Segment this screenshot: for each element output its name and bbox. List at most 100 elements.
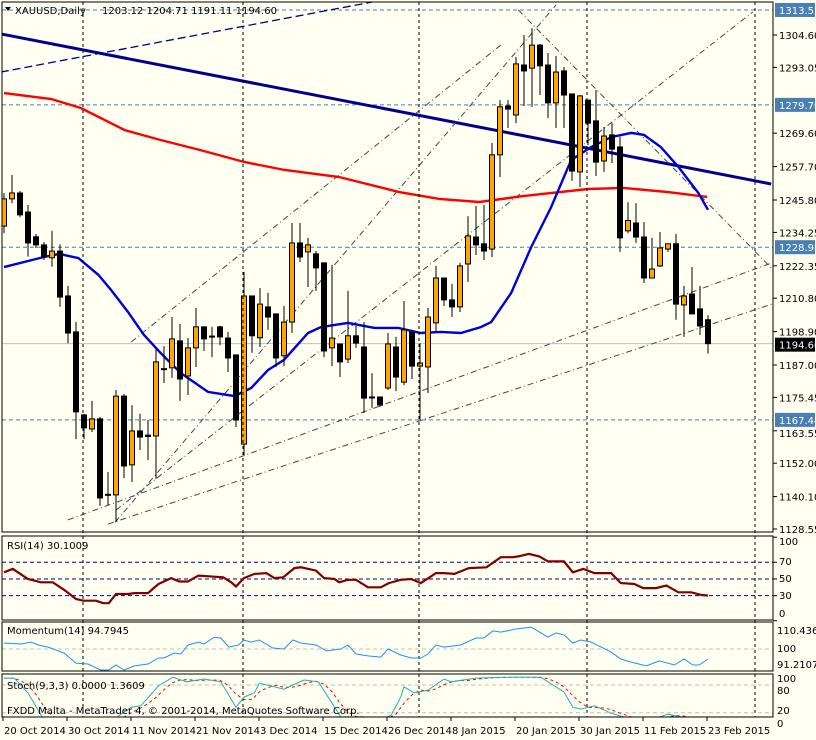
candle-body-bear bbox=[17, 192, 23, 216]
date-axis-label: 20 Jan 2015 bbox=[516, 726, 576, 737]
candle bbox=[201, 326, 207, 351]
candle-body-bull bbox=[489, 154, 495, 250]
current-price-badge bbox=[775, 337, 815, 352]
candle-body-bear bbox=[25, 211, 31, 244]
candle-body-bear bbox=[201, 326, 207, 340]
candle bbox=[225, 331, 231, 373]
price-axis-label: 1128.55 bbox=[779, 525, 816, 536]
candle bbox=[601, 127, 607, 172]
candle-body-bear bbox=[393, 346, 399, 378]
price-level-badge bbox=[775, 412, 815, 427]
candle-body-bull bbox=[49, 250, 55, 259]
candle-body-bear bbox=[57, 250, 63, 298]
candle-body-bull bbox=[289, 242, 295, 323]
candle bbox=[209, 326, 215, 358]
candle bbox=[241, 271, 247, 456]
candle-body-bear bbox=[561, 70, 567, 96]
candle-body-bear bbox=[545, 64, 551, 104]
rsi-axis-label: 0 bbox=[779, 609, 785, 620]
trendline-dashed bbox=[2, 2, 373, 73]
candle-body-bear bbox=[609, 134, 615, 150]
candle-body-bear bbox=[97, 418, 103, 499]
momentum-axis-label: 100 bbox=[777, 644, 796, 655]
candle bbox=[609, 123, 615, 163]
price-level-badge-label: 1313.52 bbox=[779, 6, 816, 17]
candle bbox=[657, 231, 663, 268]
momentum-line bbox=[3, 626, 709, 671]
candle-body-bear bbox=[337, 343, 343, 363]
candle-body-bear bbox=[297, 242, 303, 258]
candle-body-bear bbox=[65, 295, 71, 334]
candle-body-bear bbox=[369, 396, 375, 399]
candle bbox=[313, 251, 319, 291]
panel-frame-mom bbox=[1, 621, 774, 672]
price-axis-label: 1269.60 bbox=[779, 129, 816, 140]
date-axis-label: 15 Dec 2014 bbox=[324, 726, 388, 737]
candle-body-bull bbox=[433, 277, 439, 324]
candle-body-bear bbox=[689, 293, 695, 315]
candle bbox=[337, 343, 343, 378]
trendline-thick bbox=[2, 32, 772, 186]
candle-body-bear bbox=[481, 243, 487, 252]
candle bbox=[449, 283, 455, 318]
candle-body-bull bbox=[553, 71, 559, 104]
candle bbox=[593, 89, 599, 176]
candle-body-bull bbox=[185, 347, 191, 377]
candle bbox=[169, 317, 175, 378]
candle-body-bull bbox=[417, 362, 423, 367]
candle bbox=[537, 43, 543, 96]
candle bbox=[81, 413, 87, 440]
candle bbox=[137, 413, 143, 451]
candle bbox=[73, 322, 79, 440]
candle-body-bull bbox=[281, 321, 287, 357]
momentum-title: Momentum(14) 94.7945 bbox=[7, 626, 129, 637]
candle bbox=[433, 265, 439, 332]
candle bbox=[425, 308, 431, 394]
candle-body-bear bbox=[673, 243, 679, 305]
candle bbox=[625, 202, 631, 234]
candle bbox=[33, 233, 39, 248]
candle-body-bull bbox=[385, 343, 391, 389]
price-axis-label: 1163.55 bbox=[779, 429, 816, 440]
candle-body-bear bbox=[73, 331, 79, 413]
candle bbox=[545, 52, 551, 119]
candle-body-bull bbox=[305, 244, 311, 253]
copyright-footer: FXDD Malta - MetaTrader 4, © 2001-2014, … bbox=[7, 706, 360, 717]
candle-body-bear bbox=[409, 331, 415, 367]
candle-body-bull bbox=[113, 395, 119, 496]
candle-body-bull bbox=[153, 361, 159, 437]
candle bbox=[417, 343, 423, 420]
candle bbox=[145, 419, 151, 461]
candle-body-bull bbox=[681, 295, 687, 306]
price-level-badge-label: 1167.44 bbox=[779, 416, 816, 427]
price-axis-label: 1198.90 bbox=[779, 328, 816, 339]
candle bbox=[569, 93, 575, 181]
candle-body-bull bbox=[9, 192, 15, 200]
candle bbox=[465, 216, 471, 282]
candle-body-bear bbox=[273, 313, 279, 359]
candle-body-bear bbox=[121, 395, 127, 467]
candle bbox=[217, 325, 223, 346]
candle bbox=[505, 100, 511, 128]
candle bbox=[305, 237, 311, 287]
candle-body-bear bbox=[209, 335, 215, 338]
stoch-main-line bbox=[4, 676, 683, 717]
candle bbox=[105, 471, 111, 506]
candle bbox=[561, 66, 567, 128]
candle bbox=[497, 100, 503, 177]
stoch-axis-label: 80 bbox=[777, 686, 790, 697]
candle-body-bull bbox=[161, 368, 167, 371]
date-axis-label: 20 Oct 2014 bbox=[4, 726, 66, 737]
rsi-line bbox=[3, 552, 709, 605]
candle bbox=[401, 301, 407, 386]
candle bbox=[689, 267, 695, 315]
candle-body-bull bbox=[2, 198, 7, 227]
candle-body-bear bbox=[145, 434, 151, 438]
date-axis-label: 30 Oct 2014 bbox=[68, 726, 130, 737]
candle-body-bull bbox=[329, 337, 335, 349]
candle bbox=[185, 338, 191, 396]
price-axis: 1304.60 1293.05 1269.60 1257.70 1245.80 1234.… bbox=[773, 2, 816, 536]
price-level-badge bbox=[775, 240, 815, 255]
